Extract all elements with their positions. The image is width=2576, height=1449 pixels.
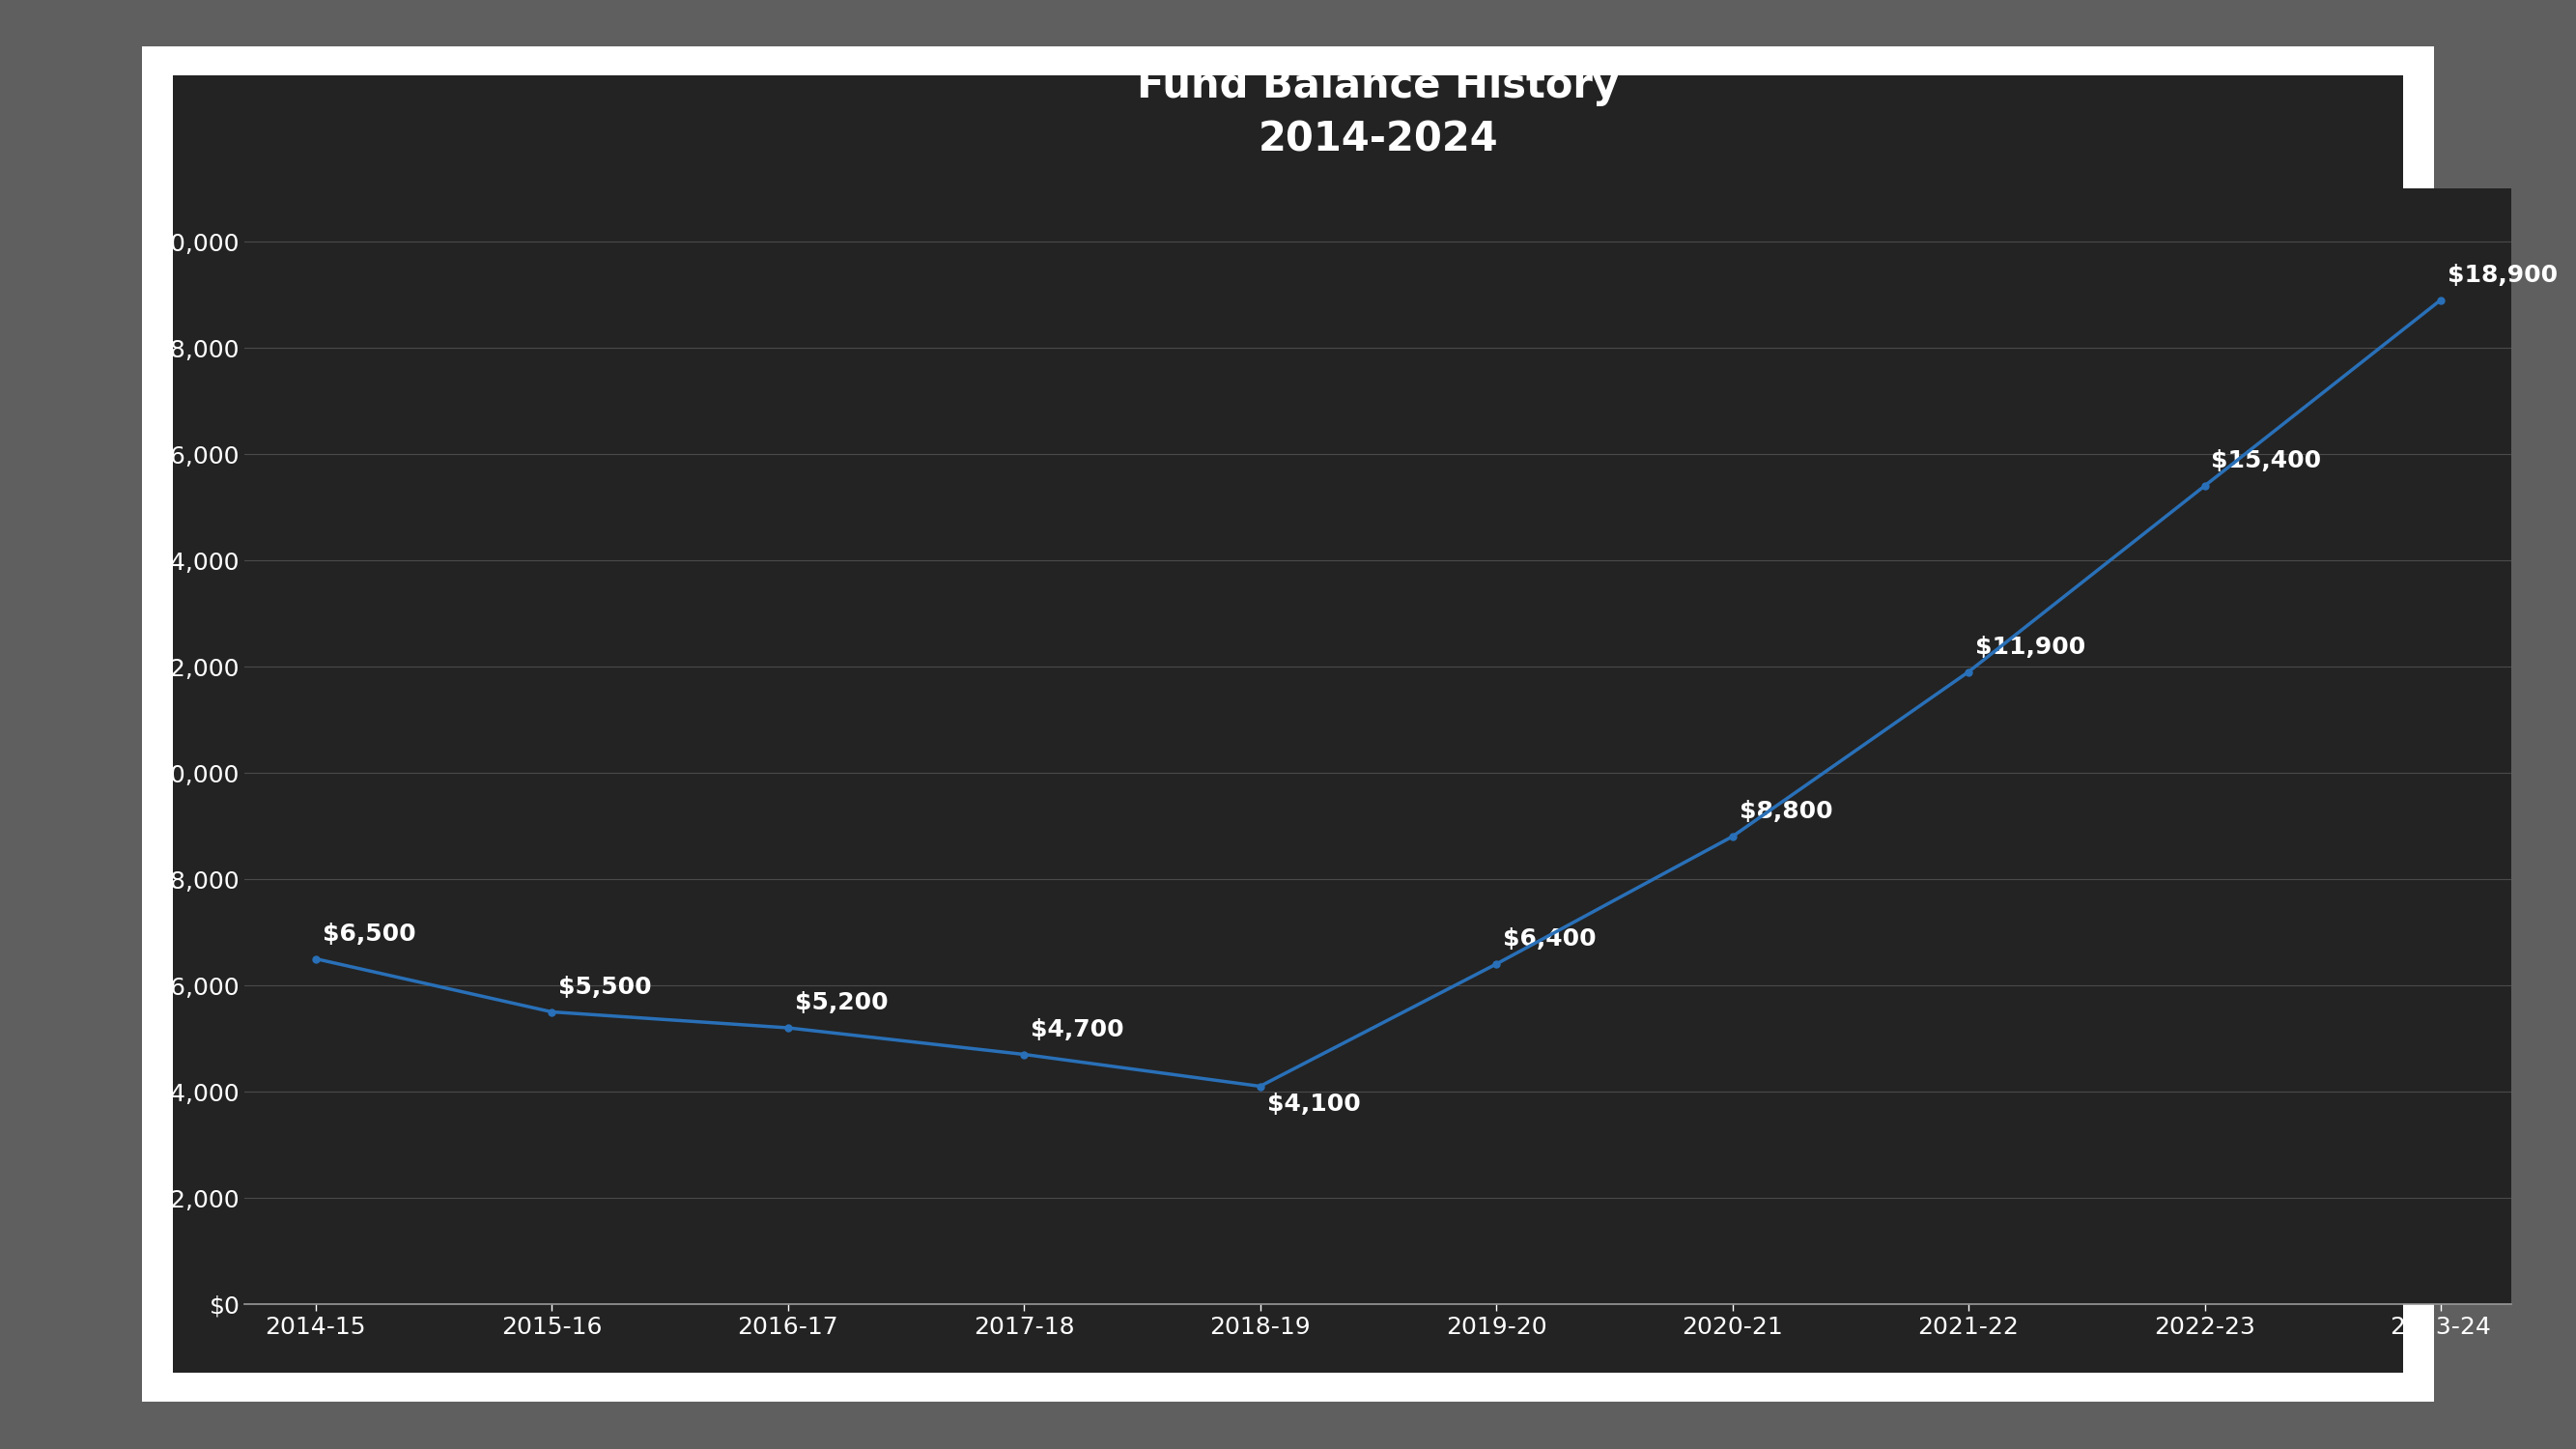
Text: $6,400: $6,400 xyxy=(1502,927,1597,951)
Text: $4,100: $4,100 xyxy=(1267,1093,1360,1116)
Text: $5,500: $5,500 xyxy=(559,975,652,998)
Text: $5,200: $5,200 xyxy=(793,991,889,1014)
Text: $6,500: $6,500 xyxy=(322,922,415,945)
Text: $15,400: $15,400 xyxy=(2210,449,2321,472)
Text: $4,700: $4,700 xyxy=(1030,1017,1123,1040)
Text: $8,800: $8,800 xyxy=(1739,800,1832,823)
Text: $11,900: $11,900 xyxy=(1976,635,2087,658)
Text: $18,900: $18,900 xyxy=(2447,264,2558,287)
Title: Fund Balance History
2014-2024: Fund Balance History 2014-2024 xyxy=(1136,65,1620,159)
